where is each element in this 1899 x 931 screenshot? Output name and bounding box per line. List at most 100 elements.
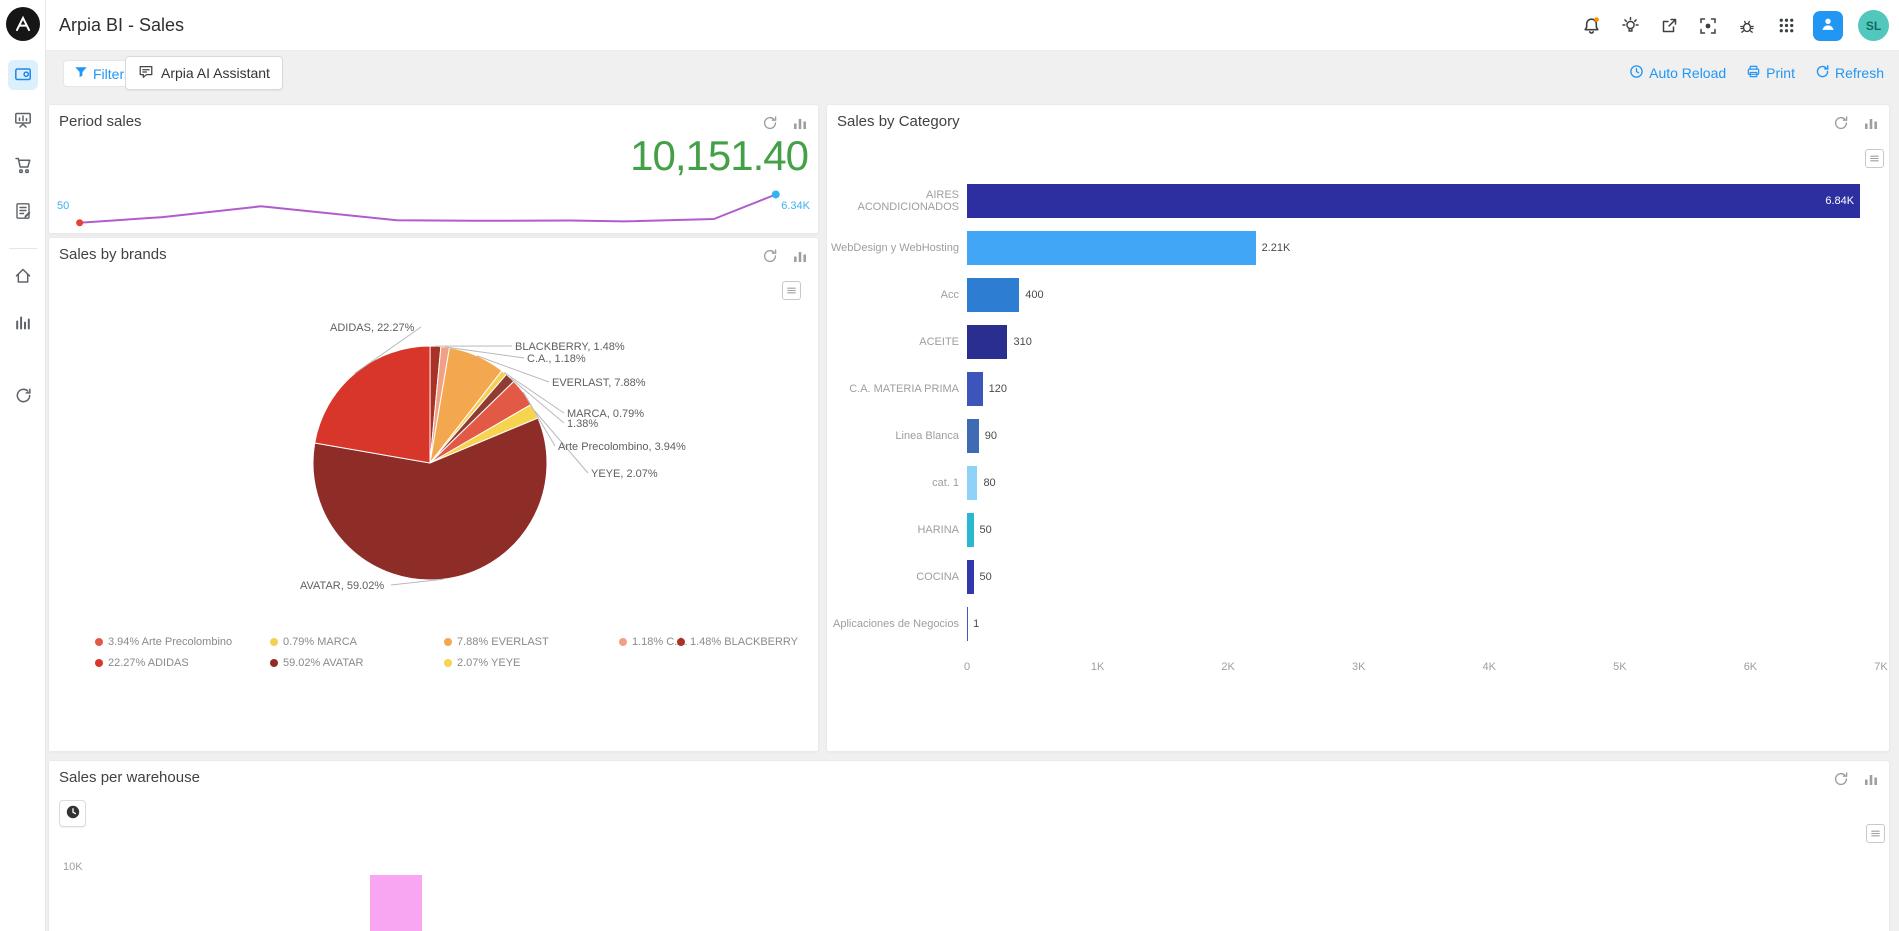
category-bar-row: C.A. MATERIA PRIMA 120 xyxy=(827,365,1889,412)
category-label: Aplicaciones de Negocios xyxy=(833,617,959,630)
legend-item[interactable]: 2.07% YEYE xyxy=(444,655,619,671)
category-bar-row: Aplicaciones de Negocios 1 xyxy=(827,600,1889,647)
pie-slice xyxy=(314,345,431,464)
print-button[interactable]: Print xyxy=(1746,64,1795,82)
category-label: COCINA xyxy=(916,570,959,583)
panel-icons xyxy=(1832,115,1879,132)
notifications-bell-icon[interactable] xyxy=(1579,14,1603,38)
pie-callout-label: 1.38% xyxy=(567,418,599,430)
category-bar-row: ACEITE 310 xyxy=(827,318,1889,365)
data-view-icon[interactable] xyxy=(1865,149,1884,168)
panel-title: Period sales xyxy=(59,113,142,130)
panel-sales-by-brands: Sales by brands ADIDAS, 22.27% BLACKBERRY… xyxy=(48,237,819,752)
category-bar xyxy=(967,418,979,453)
chart-insights-icon[interactable] xyxy=(1862,115,1879,132)
legend-item[interactable]: 22.27% ADIDAS xyxy=(95,655,270,671)
category-bar-row: HARINA 50 xyxy=(827,506,1889,553)
sidebar-item-sales[interactable] xyxy=(8,151,38,181)
avatar[interactable]: SL xyxy=(1858,10,1889,41)
panel-icons xyxy=(761,248,808,265)
printer-icon xyxy=(1746,64,1761,82)
sidebar-item-analytics[interactable] xyxy=(8,308,38,338)
toolbar: Filters Arpia AI Assistant Auto Reload xyxy=(46,51,1899,95)
category-value-label: 120 xyxy=(988,382,1008,395)
toolbar-right: Auto Reload Print Refresh xyxy=(1629,51,1884,95)
x-axis-tick: 5K xyxy=(1613,661,1627,673)
pie-callout-label: BLACKBERRY, 1.48% xyxy=(515,341,625,353)
category-value-label: 90 xyxy=(984,429,997,442)
legend-item[interactable]: 1.48% BLACKBERRY xyxy=(677,634,798,650)
legend-item[interactable]: 59.02% AVATAR xyxy=(270,655,444,671)
panel-title: Sales by Category xyxy=(837,113,960,130)
sidebar xyxy=(0,0,46,931)
category-bar-row: Acc 400 xyxy=(827,271,1889,318)
ideas-lightbulb-icon[interactable] xyxy=(1618,14,1642,38)
clock-icon xyxy=(65,804,81,823)
panel-period-sales: Period sales 10,151.40 50 6.34K xyxy=(48,104,819,234)
category-bar-row: WebDesign y WebHosting 2.21K xyxy=(827,224,1889,271)
profile-button[interactable] xyxy=(1813,10,1843,41)
legend-dot xyxy=(270,638,278,646)
chart-refresh-icon[interactable] xyxy=(761,248,778,265)
legend-dot xyxy=(95,659,103,667)
sidebar-item-home[interactable] xyxy=(8,262,38,292)
sidebar-item-invoices[interactable] xyxy=(8,197,38,227)
time-range-button[interactable] xyxy=(59,800,86,827)
category-label: cat. 1 xyxy=(932,476,959,489)
legend-dot xyxy=(95,638,103,646)
sidebar-item-payments[interactable] xyxy=(8,60,38,90)
category-value-label: 6.84K xyxy=(1825,194,1855,207)
pie-callout-label: MARCA, 0.79% xyxy=(567,408,645,420)
apps-grid-icon[interactable] xyxy=(1774,14,1798,38)
legend-item[interactable]: 1.18% C.A. xyxy=(619,634,688,650)
brands-pie-chart xyxy=(312,326,589,586)
warehouse-y-tick: 10K xyxy=(63,861,83,873)
ai-assistant-label: Arpia AI Assistant xyxy=(161,65,270,81)
sidebar-item-refresh[interactable] xyxy=(8,382,38,412)
filters-label: Filters xyxy=(93,65,132,82)
category-label: AIRES ACONDICIONADOS xyxy=(857,188,959,213)
data-view-icon[interactable] xyxy=(782,281,801,300)
share-icon[interactable] xyxy=(1657,14,1681,38)
legend-label: 7.88% EVERLAST xyxy=(457,636,549,648)
category-value-label: 80 xyxy=(983,476,996,489)
category-label: HARINA xyxy=(917,523,959,536)
legend-label: 59.02% AVATAR xyxy=(283,657,364,669)
legend-item[interactable]: 7.88% EVERLAST xyxy=(444,634,619,650)
category-value-label: 2.21K xyxy=(1261,241,1291,254)
category-bar: 6.84K xyxy=(967,183,1861,218)
refresh-button[interactable]: Refresh xyxy=(1815,64,1884,82)
chart-refresh-icon[interactable] xyxy=(761,115,778,132)
refresh-icon xyxy=(14,386,33,408)
bug-report-icon[interactable] xyxy=(1735,14,1759,38)
legend-item[interactable]: 3.94% Arte Precolombino xyxy=(95,634,270,650)
legend-label: 1.48% BLACKBERRY xyxy=(690,636,799,648)
category-label: Linea Blanca xyxy=(895,429,959,442)
print-label: Print xyxy=(1766,65,1795,81)
category-bar-row: cat. 1 80 xyxy=(827,459,1889,506)
period-total-value: 10,151.40 xyxy=(630,132,809,179)
panel-sales-by-category: Sales by Category AIRES ACONDICIONADOS 6.… xyxy=(826,104,1890,752)
legend-dot xyxy=(444,659,452,667)
pie-callout-label: ADIDAS, 22.27% xyxy=(330,322,415,334)
chart-refresh-icon[interactable] xyxy=(1832,115,1849,132)
data-view-icon[interactable] xyxy=(1866,824,1885,843)
category-value-label: 310 xyxy=(1013,335,1032,348)
chart-insights-icon[interactable] xyxy=(1862,771,1879,788)
capture-screen-icon[interactable] xyxy=(1696,14,1720,38)
chart-insights-icon[interactable] xyxy=(791,248,808,265)
chart-insights-icon[interactable] xyxy=(791,115,808,132)
chart-refresh-icon[interactable] xyxy=(1832,771,1849,788)
person-icon xyxy=(1819,15,1837,36)
category-bar xyxy=(967,230,1256,265)
category-bars: AIRES ACONDICIONADOS 6.84K WebDesign y Web… xyxy=(827,177,1889,647)
panel-title: Sales per warehouse xyxy=(59,769,200,786)
ai-assistant-button[interactable]: Arpia AI Assistant xyxy=(125,56,283,90)
legend-item[interactable]: 0.79% MARCA xyxy=(270,634,444,650)
legend-label: 1.18% C.A. xyxy=(632,636,688,648)
category-bar xyxy=(967,324,1008,359)
auto-reload-button[interactable]: Auto Reload xyxy=(1629,64,1726,82)
sidebar-item-reports[interactable] xyxy=(8,106,38,136)
x-axis-tick: 0 xyxy=(963,661,971,673)
